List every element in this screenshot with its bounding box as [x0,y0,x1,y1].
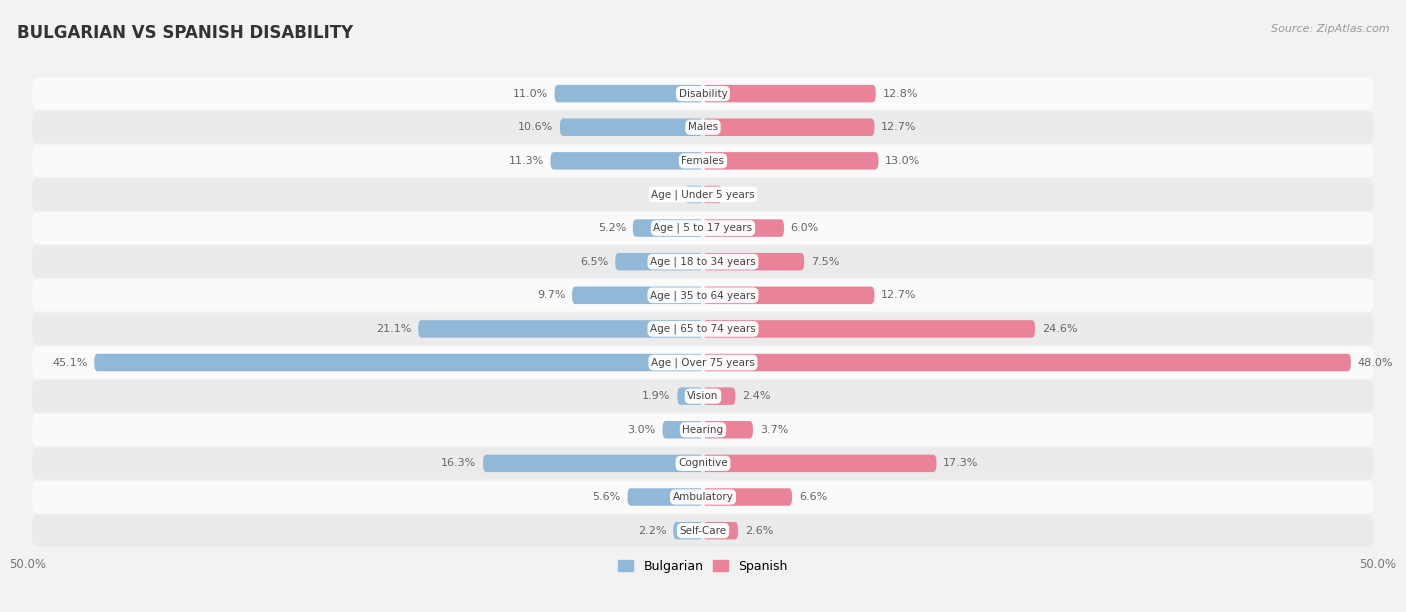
Text: 5.2%: 5.2% [598,223,626,233]
Text: 17.3%: 17.3% [943,458,979,468]
FancyBboxPatch shape [616,253,703,271]
FancyBboxPatch shape [703,320,1035,338]
FancyBboxPatch shape [32,111,1374,143]
Text: 48.0%: 48.0% [1358,357,1393,368]
Text: 13.0%: 13.0% [886,156,921,166]
Text: 12.7%: 12.7% [882,122,917,132]
Text: Age | Over 75 years: Age | Over 75 years [651,357,755,368]
Text: 11.0%: 11.0% [513,89,548,99]
Text: Vision: Vision [688,391,718,401]
FancyBboxPatch shape [418,320,703,338]
FancyBboxPatch shape [703,219,785,237]
Text: 2.6%: 2.6% [745,526,773,536]
Text: Source: ZipAtlas.com: Source: ZipAtlas.com [1271,24,1389,34]
FancyBboxPatch shape [703,387,735,405]
Text: 2.2%: 2.2% [638,526,666,536]
Text: Age | 5 to 17 years: Age | 5 to 17 years [654,223,752,233]
FancyBboxPatch shape [678,387,703,405]
Text: 2.4%: 2.4% [742,391,770,401]
Text: BULGARIAN VS SPANISH DISABILITY: BULGARIAN VS SPANISH DISABILITY [17,24,353,42]
FancyBboxPatch shape [703,253,804,271]
FancyBboxPatch shape [32,313,1374,345]
Text: Age | 35 to 64 years: Age | 35 to 64 years [650,290,756,300]
Text: 24.6%: 24.6% [1042,324,1077,334]
FancyBboxPatch shape [627,488,703,506]
Text: Ambulatory: Ambulatory [672,492,734,502]
Text: 12.8%: 12.8% [883,89,918,99]
FancyBboxPatch shape [554,85,703,102]
FancyBboxPatch shape [32,380,1374,412]
FancyBboxPatch shape [703,152,879,170]
Text: 9.7%: 9.7% [537,290,565,300]
FancyBboxPatch shape [32,245,1374,278]
Text: Cognitive: Cognitive [678,458,728,468]
FancyBboxPatch shape [94,354,703,371]
Text: 3.0%: 3.0% [627,425,655,435]
FancyBboxPatch shape [32,346,1374,379]
Text: 1.3%: 1.3% [651,190,679,200]
FancyBboxPatch shape [551,152,703,170]
FancyBboxPatch shape [703,85,876,102]
FancyBboxPatch shape [703,522,738,539]
FancyBboxPatch shape [686,185,703,203]
FancyBboxPatch shape [32,481,1374,513]
Text: Age | 65 to 74 years: Age | 65 to 74 years [650,324,756,334]
Text: 16.3%: 16.3% [441,458,477,468]
FancyBboxPatch shape [32,144,1374,177]
FancyBboxPatch shape [32,515,1374,547]
FancyBboxPatch shape [703,185,721,203]
Text: 7.5%: 7.5% [811,256,839,267]
Text: 5.6%: 5.6% [592,492,620,502]
Text: Age | 18 to 34 years: Age | 18 to 34 years [650,256,756,267]
FancyBboxPatch shape [703,119,875,136]
Text: Males: Males [688,122,718,132]
FancyBboxPatch shape [633,219,703,237]
Text: Age | Under 5 years: Age | Under 5 years [651,189,755,200]
FancyBboxPatch shape [703,354,1351,371]
Text: 6.6%: 6.6% [799,492,827,502]
FancyBboxPatch shape [703,421,754,439]
Text: 3.7%: 3.7% [759,425,789,435]
Legend: Bulgarian, Spanish: Bulgarian, Spanish [613,555,793,578]
Text: Females: Females [682,156,724,166]
FancyBboxPatch shape [673,522,703,539]
Text: 6.5%: 6.5% [581,256,609,267]
FancyBboxPatch shape [703,286,875,304]
FancyBboxPatch shape [703,455,936,472]
Text: Self-Care: Self-Care [679,526,727,536]
Text: 45.1%: 45.1% [52,357,87,368]
Text: 10.6%: 10.6% [517,122,553,132]
Text: 11.3%: 11.3% [509,156,544,166]
FancyBboxPatch shape [32,447,1374,480]
FancyBboxPatch shape [703,488,792,506]
FancyBboxPatch shape [32,78,1374,110]
Text: 21.1%: 21.1% [375,324,412,334]
FancyBboxPatch shape [32,279,1374,312]
Text: 1.9%: 1.9% [643,391,671,401]
FancyBboxPatch shape [32,414,1374,446]
FancyBboxPatch shape [662,421,703,439]
FancyBboxPatch shape [572,286,703,304]
Text: Hearing: Hearing [682,425,724,435]
Text: 6.0%: 6.0% [790,223,818,233]
Text: Disability: Disability [679,89,727,99]
FancyBboxPatch shape [32,178,1374,211]
Text: 12.7%: 12.7% [882,290,917,300]
FancyBboxPatch shape [560,119,703,136]
FancyBboxPatch shape [484,455,703,472]
Text: 1.4%: 1.4% [728,190,756,200]
FancyBboxPatch shape [32,212,1374,244]
